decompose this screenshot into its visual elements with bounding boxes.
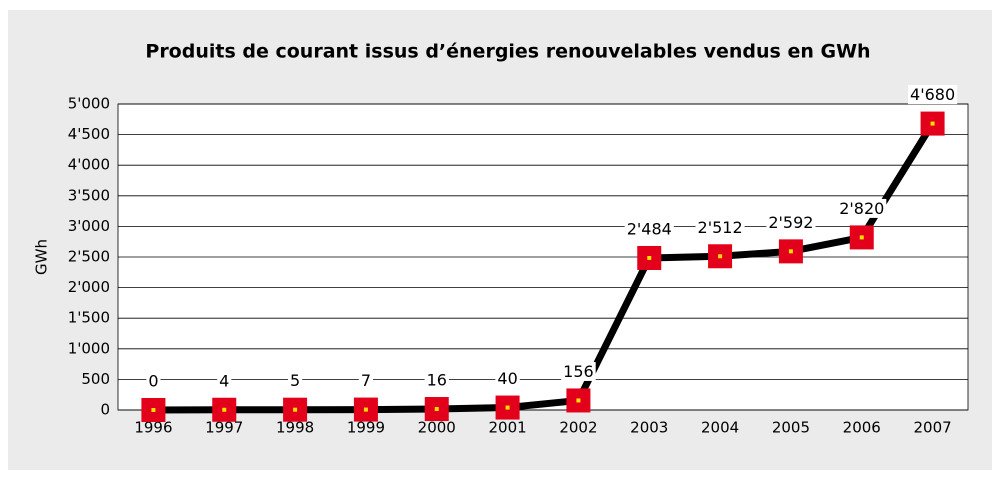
marker-center [222,407,227,412]
data-label: 2'512 [698,218,743,237]
y-tick-label: 4'000 [68,156,110,174]
x-tick-label: 1997 [205,419,243,437]
x-tick-label: 2003 [630,419,668,437]
data-label-background [695,217,745,237]
data-label-background [561,361,596,381]
marker-center [647,255,652,260]
y-tick-label: 3'500 [68,186,110,204]
data-label-background [908,85,958,105]
data-label-background [766,212,816,232]
y-tick-label: 1'500 [68,309,110,327]
data-label: 4'680 [910,85,955,104]
y-axis-label: GWh [33,239,51,275]
chart-title: Produits de courant issus d’énergies ren… [145,41,870,63]
x-tick-label: 2007 [913,419,951,437]
data-label: 0 [148,372,158,391]
data-label-background [624,219,674,239]
data-label-background [495,369,520,389]
data-label: 4 [219,371,229,390]
marker-center [859,235,864,240]
y-tick-label: 1'000 [68,339,110,357]
data-label-background [287,371,303,391]
data-label: 7 [361,371,371,390]
data-label-background [837,198,887,218]
data-label-background [358,371,374,391]
x-tick-label: 2002 [559,419,597,437]
x-tick-label: 1996 [134,419,172,437]
marker-center [434,407,439,412]
data-label: 40 [497,369,517,388]
data-label: 5 [290,371,300,390]
marker-center [363,407,368,412]
marker-center [576,398,581,403]
data-label-background [217,371,232,391]
y-tick-label: 500 [81,370,110,388]
x-tick-label: 2005 [772,419,810,437]
data-label-background [424,370,449,390]
y-tick-label: 5'000 [68,95,110,113]
data-label: 2'484 [627,219,672,238]
x-tick-label: 2006 [843,419,881,437]
marker-center [151,408,156,412]
marker-center [930,121,935,126]
x-tick-label: 1998 [276,419,314,437]
data-label: 16 [427,371,447,390]
y-tick-label: 4'500 [68,125,110,143]
y-tick-label: 3'000 [68,217,110,235]
y-tick-label: 2'500 [68,248,110,266]
x-tick-label: 2000 [418,419,456,437]
y-tick-label: 0 [100,401,110,419]
x-tick-label: 2001 [488,419,526,437]
marker-center [293,407,298,412]
data-label-background [146,371,161,391]
data-label: 2'592 [768,213,813,232]
x-tick-label: 2004 [701,419,739,437]
y-tick-label: 2'000 [68,278,110,296]
data-label: 156 [563,362,594,381]
marker-center [505,405,510,410]
x-tick-label: 1999 [347,419,385,437]
marker-center [788,249,793,254]
marker-center [718,254,723,259]
data-label: 2'820 [839,199,884,218]
